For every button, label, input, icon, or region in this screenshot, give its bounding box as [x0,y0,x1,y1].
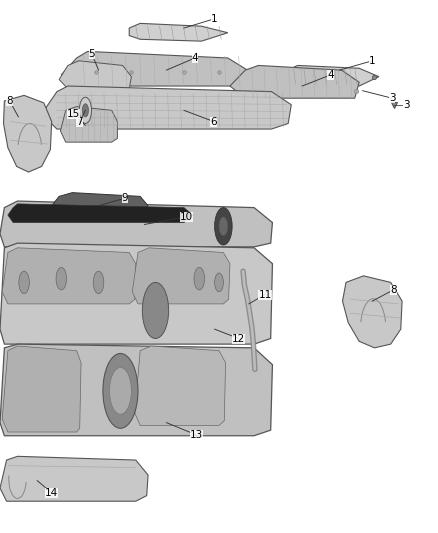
Polygon shape [60,107,117,142]
Polygon shape [42,86,291,129]
Text: 15: 15 [67,109,80,119]
Polygon shape [132,248,230,304]
Text: 7: 7 [76,117,83,126]
Circle shape [103,353,138,429]
Polygon shape [343,276,402,348]
Polygon shape [135,346,226,425]
Polygon shape [0,456,148,501]
Circle shape [215,273,223,292]
Polygon shape [0,201,272,247]
Polygon shape [59,61,131,89]
Text: 13: 13 [190,430,203,440]
Text: 1: 1 [369,56,376,66]
Circle shape [215,207,232,245]
Circle shape [219,217,228,236]
Polygon shape [8,204,193,223]
Polygon shape [61,51,247,86]
Text: 5: 5 [88,49,95,59]
Polygon shape [0,243,272,344]
Polygon shape [4,95,52,172]
Polygon shape [52,192,148,215]
Circle shape [142,282,169,338]
Polygon shape [2,248,136,304]
Text: 8: 8 [6,96,13,106]
Polygon shape [0,344,272,436]
Text: 6: 6 [210,117,217,126]
Text: 14: 14 [45,488,58,498]
Text: 12: 12 [232,334,245,343]
Circle shape [93,271,104,294]
Text: 11: 11 [258,289,272,300]
Text: 9: 9 [121,193,128,203]
Polygon shape [129,23,228,41]
Circle shape [82,104,88,117]
Text: 10: 10 [180,212,193,222]
Circle shape [56,268,67,290]
Polygon shape [287,66,379,86]
Text: 3: 3 [389,93,396,103]
Text: 1: 1 [211,14,218,23]
Polygon shape [230,66,359,98]
Circle shape [19,271,29,294]
Circle shape [194,268,205,290]
Circle shape [79,97,92,124]
Text: 8: 8 [390,285,397,295]
Text: 4: 4 [191,53,198,63]
Text: 4: 4 [327,70,334,80]
Text: 3: 3 [403,100,410,110]
Circle shape [110,367,131,414]
Polygon shape [2,346,81,432]
